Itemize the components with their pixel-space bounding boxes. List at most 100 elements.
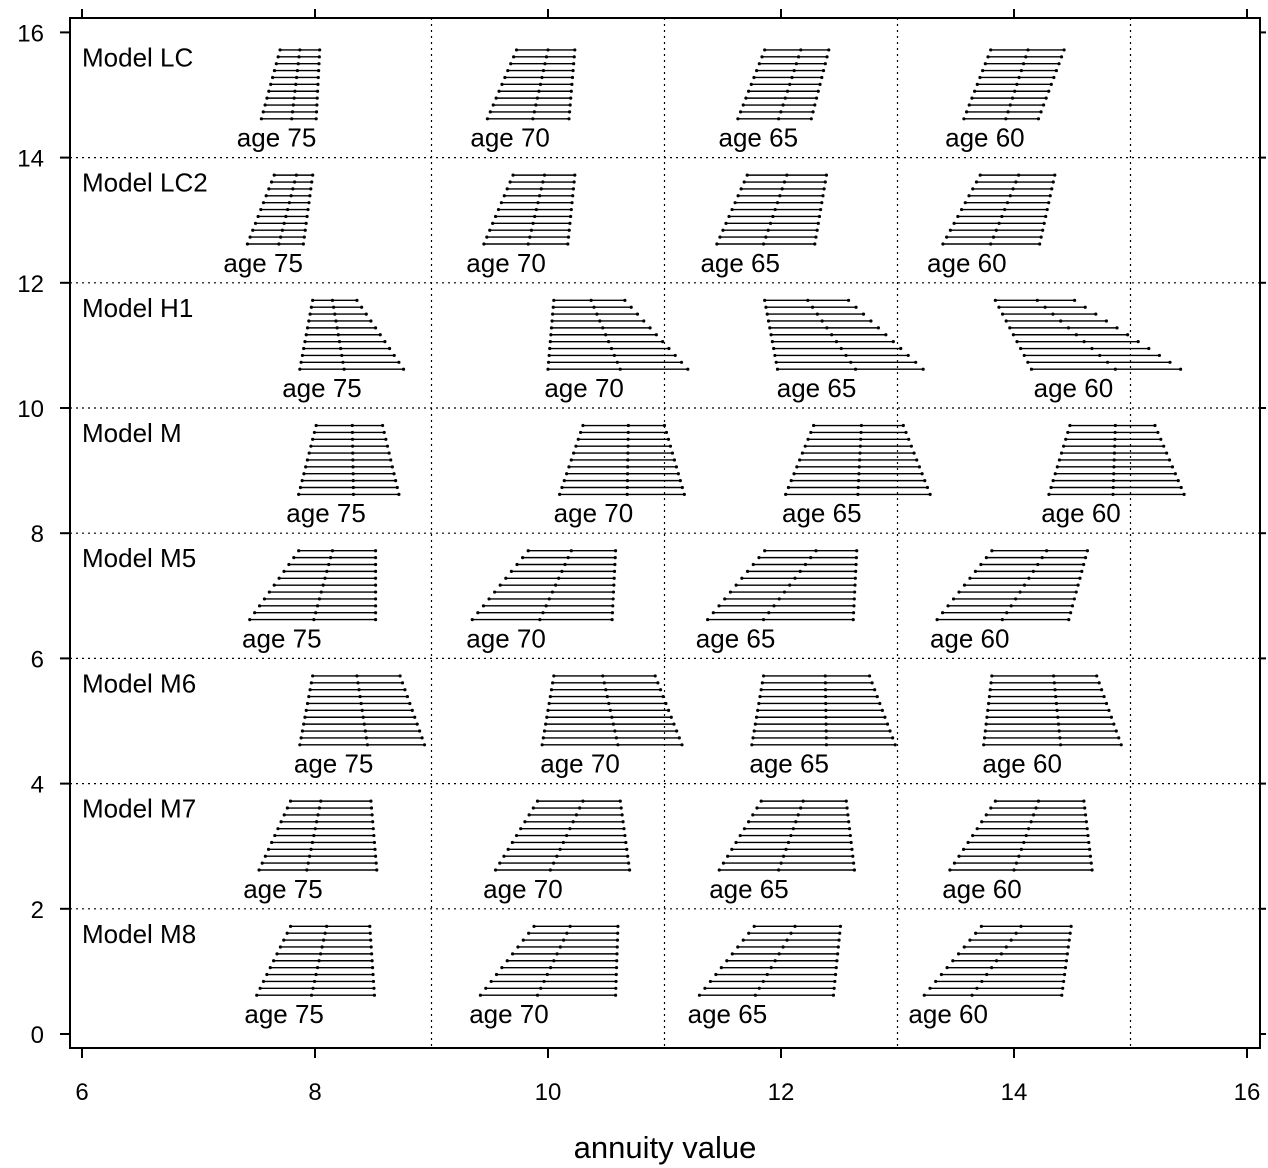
interval-upper-end (572, 180, 576, 184)
interval-upper-end (814, 96, 819, 100)
interval-lower-end (734, 840, 738, 845)
interval-midpoint (980, 979, 984, 984)
interval-lower-end (270, 75, 275, 80)
interval-midpoint (279, 235, 283, 239)
interval-midpoint (625, 479, 630, 483)
interval-upper-end (1051, 180, 1055, 184)
interval-upper-end (370, 813, 374, 817)
interval-upper-end (385, 444, 390, 448)
interval-group (298, 674, 427, 747)
interval-upper-end (893, 743, 897, 747)
interval-upper-end (611, 597, 615, 601)
interval-midpoint (1113, 423, 1117, 428)
interval-midpoint (297, 55, 301, 59)
interval-midpoint (791, 827, 795, 831)
interval-lower-end (1062, 444, 1066, 448)
interval-lower-end (523, 820, 527, 824)
interval-upper-end (1117, 736, 1121, 740)
age-label: age 65 (777, 373, 857, 403)
interval-upper-end (1112, 722, 1116, 726)
interval-lower-end (269, 180, 274, 184)
interval-upper-end (878, 701, 882, 706)
interval-midpoint (858, 458, 862, 462)
interval-upper-end (614, 986, 618, 990)
interval-upper-end (307, 201, 311, 205)
interval-midpoint (317, 959, 321, 963)
interval-lower-end (719, 966, 723, 970)
interval-midpoint (351, 465, 355, 469)
interval-lower-end (957, 590, 961, 594)
interval-midpoint (350, 437, 355, 441)
interval-upper-end (369, 799, 373, 803)
interval-midpoint (1027, 576, 1031, 580)
interval-midpoint (290, 117, 294, 121)
interval-lower-end (736, 117, 740, 121)
interval-upper-end (1047, 89, 1051, 93)
interval-upper-end (653, 674, 657, 678)
interval-lower-end (1029, 367, 1034, 371)
interval-upper-end (397, 492, 401, 496)
interval-midpoint (1034, 806, 1038, 810)
interval-lower-end (548, 340, 552, 344)
interval-midpoint (777, 597, 781, 601)
interval-lower-end (741, 938, 745, 942)
interval-midpoint (839, 346, 843, 351)
interval-lower-end (962, 117, 966, 121)
interval-upper-end (570, 75, 575, 80)
interval-upper-end (876, 326, 880, 330)
interval-upper-end (1050, 187, 1054, 191)
interval-midpoint (568, 924, 572, 928)
interval-lower-end (738, 110, 743, 114)
interval-group (245, 173, 315, 246)
interval-upper-end (1042, 221, 1046, 225)
interval-lower-end (264, 194, 268, 198)
interval-midpoint (801, 799, 805, 803)
interval-midpoint (535, 96, 539, 100)
age-label: age 65 (782, 498, 862, 528)
interval-lower-end (703, 986, 707, 990)
interval-upper-end (1044, 96, 1048, 100)
interval-lower-end (574, 444, 578, 448)
interval-lower-end (491, 221, 495, 225)
interval-lower-end (267, 89, 271, 93)
interval-upper-end (666, 437, 671, 441)
age-label: age 75 (237, 123, 317, 153)
interval-upper-end (316, 82, 320, 86)
age-label: age 60 (1041, 498, 1121, 528)
interval-upper-end (656, 681, 660, 685)
interval-midpoint (858, 444, 862, 448)
interval-lower-end (772, 346, 776, 351)
interval-upper-end (836, 952, 840, 956)
interval-upper-end (1062, 979, 1066, 984)
interval-upper-end (904, 430, 908, 435)
interval-midpoint (970, 993, 974, 997)
interval-lower-end (711, 611, 715, 615)
interval-lower-end (990, 549, 994, 553)
interval-lower-end (282, 569, 286, 573)
interval-midpoint (1035, 298, 1039, 302)
age-label: age 75 (244, 999, 324, 1029)
interval-upper-end (614, 979, 618, 984)
interval-midpoint (1021, 62, 1026, 66)
interval-midpoint (538, 617, 542, 622)
interval-midpoint (541, 611, 545, 615)
interval-upper-end (854, 556, 858, 560)
interval-midpoint (290, 110, 295, 114)
interval-midpoint (528, 235, 532, 239)
interval-midpoint (323, 931, 327, 935)
interval-upper-end (569, 89, 573, 93)
interval-midpoint (626, 458, 630, 462)
interval-upper-end (369, 938, 373, 942)
interval-lower-end (485, 235, 489, 239)
interval-midpoint (1057, 729, 1061, 733)
interval-lower-end (285, 806, 289, 810)
interval-lower-end (300, 479, 304, 483)
interval-midpoint (1074, 333, 1078, 337)
interval-upper-end (373, 617, 378, 622)
interval-midpoint (287, 201, 291, 205)
interval-midpoint (1112, 472, 1116, 476)
interval-lower-end (721, 228, 725, 232)
interval-lower-end (512, 55, 516, 59)
interval-midpoint (337, 340, 342, 344)
interval-upper-end (814, 235, 818, 239)
